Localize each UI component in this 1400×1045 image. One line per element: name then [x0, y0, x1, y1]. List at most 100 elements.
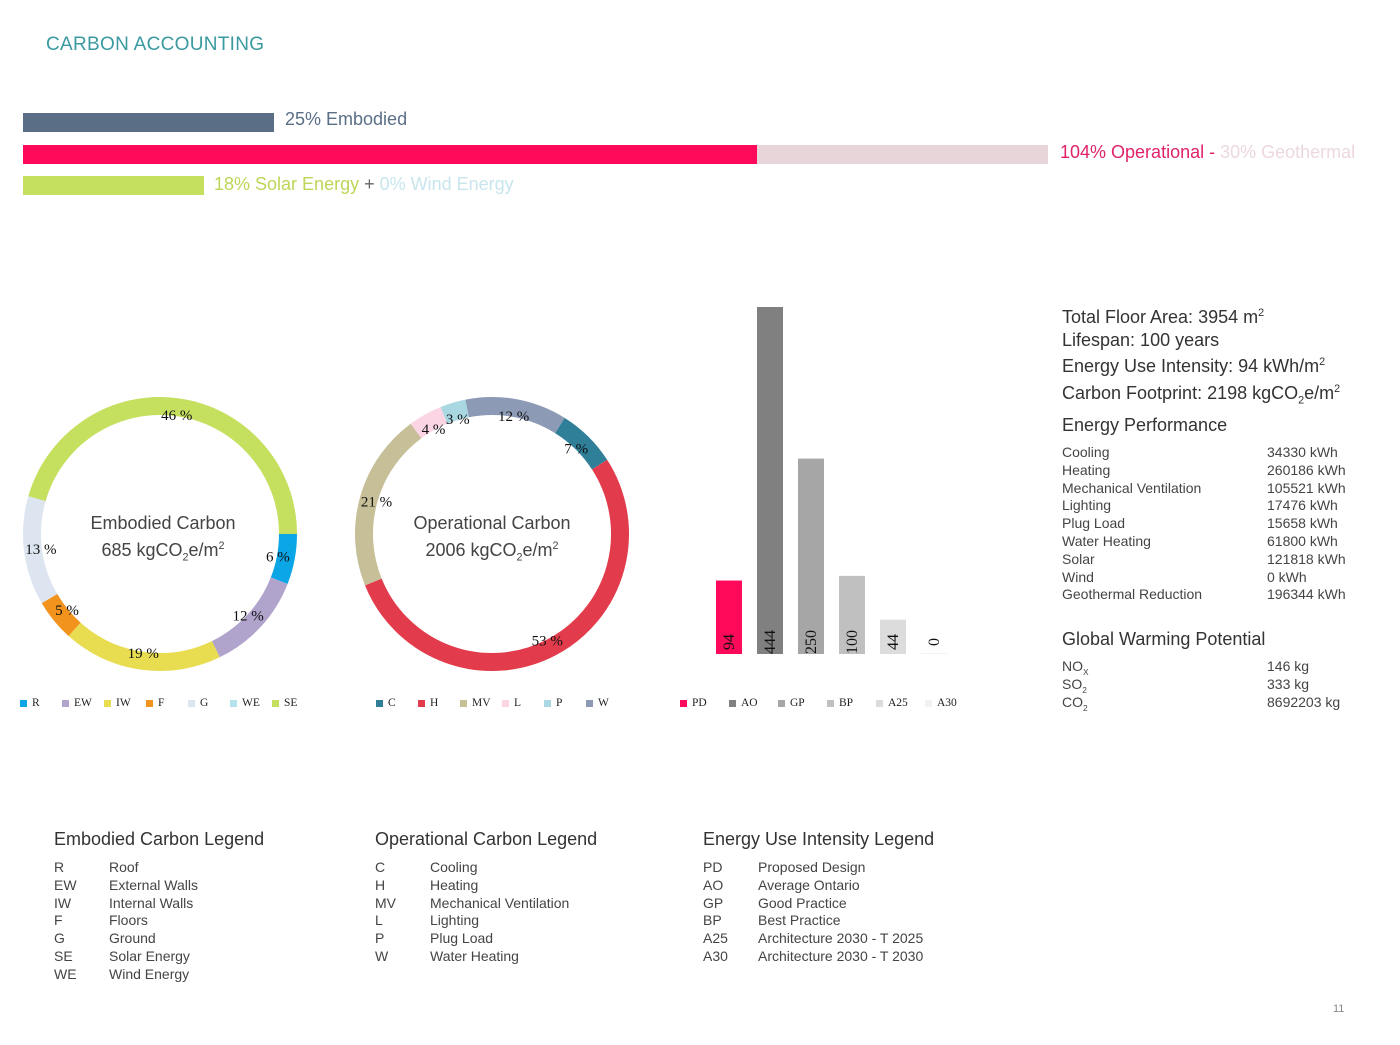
table-row: SO2 333 kg — [1062, 676, 1362, 695]
legend-swatch — [418, 699, 425, 707]
legend-swatch-label: IW — [116, 697, 131, 709]
legend-code: L — [375, 912, 383, 929]
legend-swatch-item: BP — [827, 697, 853, 709]
legend-code: BP — [703, 912, 722, 929]
legend-swatch — [680, 699, 687, 707]
embodied-center-value: 685 kgCO2e/m2 — [101, 540, 225, 564]
legend-swatch-label: G — [200, 697, 209, 709]
donut-slice-label: 53 % — [532, 634, 563, 650]
row-label: Wind — [1062, 568, 1094, 585]
row-value: 196344 kWh — [1267, 586, 1346, 603]
legend-swatch-label: H — [430, 697, 439, 709]
legend-swatch-item: H — [418, 697, 438, 709]
legend-swatch — [20, 699, 27, 707]
eui-legend-title: Energy Use Intensity Legend — [703, 829, 935, 849]
solar-bar — [23, 176, 204, 195]
energy-use-intensity: Energy Use Intensity: 94 kWh/m2 — [1062, 356, 1326, 376]
operational-bar-label: 104% Operational - 30% Geothermal — [1060, 142, 1355, 163]
bar-BP — [839, 575, 865, 654]
legend-description: Floors — [109, 912, 148, 929]
donut-slice-W — [465, 397, 565, 434]
legend-swatch-label: W — [598, 697, 609, 709]
legend-description: Heating — [430, 876, 479, 893]
legend-description: Wind Energy — [109, 965, 190, 982]
legend-swatch-item: L — [502, 697, 521, 709]
legend-description: Best Practice — [758, 912, 841, 929]
row-value: 105521 kWh — [1267, 479, 1346, 496]
solar-label: 18% Solar Energy — [214, 174, 360, 194]
separator: - — [1204, 142, 1221, 162]
legend-code: SE — [54, 948, 73, 964]
operational-legend-title: Operational Carbon Legend — [375, 829, 598, 849]
donut-slice-H — [364, 459, 629, 671]
donut-slice-label: 12 % — [498, 409, 529, 425]
embodied-donut-center: Embodied Carbon 685 kgCO2e/m2 — [63, 512, 263, 570]
legend-code: IW — [54, 894, 72, 911]
table-row: Water Heating 61800 kWh — [1062, 533, 1362, 551]
legend-swatch — [778, 699, 785, 707]
bar-value-label: 444 — [762, 630, 779, 654]
row-label: NOX — [1062, 658, 1089, 677]
row-label: Lighting — [1062, 497, 1112, 514]
legend-swatch-item: SE — [272, 697, 297, 709]
donut-slice-R — [270, 533, 297, 584]
legend-description: Good Practice — [758, 894, 847, 911]
donut-slice-EW — [211, 577, 288, 658]
building-info: Total Floor Area: 3954 m2 Lifespan: 100 … — [1062, 302, 1340, 412]
bar-A25 — [880, 619, 906, 654]
legend-swatch-item: F — [146, 697, 164, 709]
wind-label: 0% Wind Energy — [379, 174, 514, 194]
legend-swatch — [502, 699, 509, 707]
donut-slice-label: 13 % — [25, 542, 56, 558]
legend-swatch-label: GP — [790, 697, 805, 709]
legend-swatch-label: F — [158, 697, 165, 709]
row-value: 260186 kWh — [1267, 461, 1346, 478]
donut-slice-C — [554, 417, 608, 470]
row-label: Water Heating — [1062, 533, 1151, 549]
donut-slice-MV — [355, 423, 422, 586]
legend-description: Plug Load — [430, 930, 494, 947]
donut-slice-G — [23, 496, 58, 604]
legend-swatch-label: AO — [741, 697, 758, 709]
row-value: 8692203 kg — [1267, 693, 1341, 710]
legend-code: F — [54, 912, 63, 929]
donut-slice-F — [41, 593, 81, 636]
operational-bar — [23, 145, 757, 164]
donut-slice-label: 4 % — [422, 422, 446, 438]
embodied-bar — [23, 113, 274, 132]
carbon-footprint: Carbon Footprint: 2198 kgCO2e/m2 — [1062, 382, 1341, 407]
legend-code: MV — [375, 894, 396, 911]
legend-code: H — [375, 876, 386, 893]
donut-slice-label: 3 % — [446, 412, 470, 428]
table-row: Cooling 34330 kWh — [1062, 444, 1362, 462]
bar-value-label: 250 — [803, 630, 820, 654]
row-value: 15658 kWh — [1267, 515, 1338, 532]
row-value: 146 kg — [1267, 658, 1310, 674]
bar-value-label: 44 — [885, 634, 902, 650]
legend-swatch — [876, 699, 883, 707]
legend-code: EW — [54, 876, 77, 893]
legend-description: Average Ontario — [758, 876, 860, 893]
table-row: Heating 260186 kWh — [1062, 462, 1362, 480]
legend-swatch-item: C — [376, 697, 396, 709]
legend-swatch-item: A30 — [925, 697, 957, 709]
legend-swatch — [376, 699, 383, 707]
legend-code: C — [375, 859, 386, 875]
legend-swatch-item: G — [188, 697, 208, 709]
table-row: Mechanical Ventilation 105521 kWh — [1062, 480, 1362, 498]
legend-swatch-label: P — [556, 697, 563, 709]
row-label: Geothermal Reduction — [1062, 586, 1203, 603]
page-title: CARBON ACCOUNTING — [46, 34, 265, 55]
bar-value-label: 100 — [844, 630, 861, 654]
legend-swatch-item: EW — [62, 697, 92, 709]
operational-donut-center: Operational Carbon 2006 kgCO2e/m2 — [392, 512, 592, 570]
geothermal-label: 30% Geothermal — [1220, 142, 1356, 162]
row-value: 121818 kWh — [1267, 550, 1346, 567]
legend-swatch-label: A30 — [937, 697, 957, 709]
donut-slice-label: 6 % — [266, 549, 290, 565]
legend-code: A25 — [703, 930, 728, 947]
legend-swatch-label: WE — [242, 697, 260, 709]
charts-canvas: 6 % 12 % 19 % 5 % 13 % 46 % 7 % 53 % 21 % 4 %3 % 1… — [23, 307, 947, 671]
legend-description: Architecture 2030 - T 2030 — [758, 948, 924, 964]
table-row: Wind 0 kWh — [1062, 569, 1362, 587]
